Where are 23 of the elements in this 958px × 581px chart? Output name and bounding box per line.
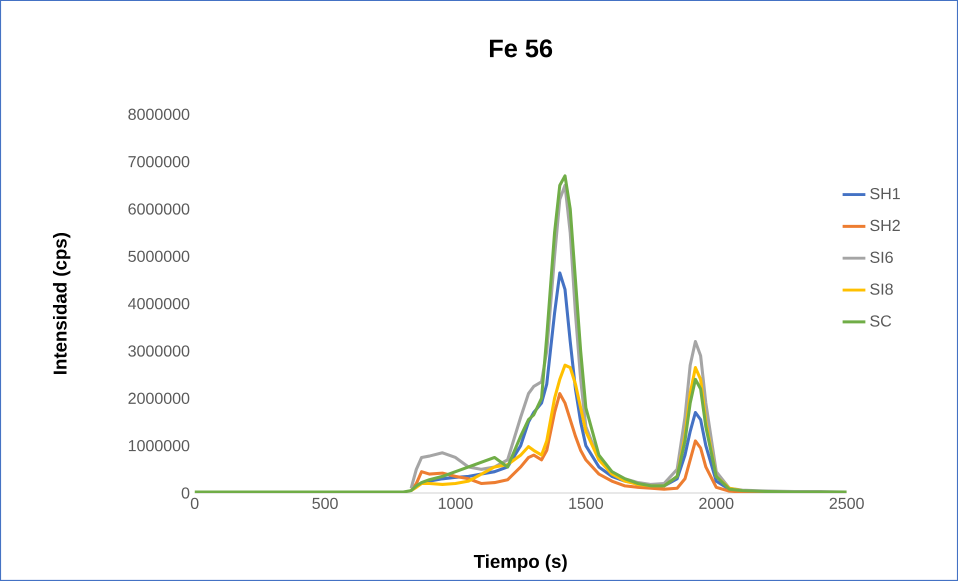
- y-tick-label: 4000000: [128, 298, 190, 310]
- legend-label: SH1: [870, 188, 900, 200]
- y-axis-title: Intensidad (cps): [52, 233, 70, 374]
- x-tick-label: 1500: [569, 498, 604, 510]
- x-axis-title: Tiempo (s): [474, 554, 567, 572]
- y-tick-label: 1000000: [128, 440, 190, 452]
- legend-label: SH2: [870, 220, 900, 232]
- legend-label: SI8: [870, 283, 893, 295]
- y-tick-label: 8000000: [128, 108, 190, 120]
- y-tick-label: 7000000: [128, 156, 190, 168]
- x-tick-label: 1000: [438, 498, 473, 510]
- y-tick-label: 3000000: [128, 345, 190, 357]
- x-tick-label: 2500: [830, 498, 864, 510]
- chart-title: Fe 56: [490, 39, 552, 58]
- x-tick-label: 500: [312, 498, 338, 510]
- y-tick-label: 0: [182, 487, 190, 499]
- y-tick-label: 5000000: [128, 250, 190, 262]
- legend-label: SC: [870, 315, 892, 327]
- y-tick-label: 2000000: [128, 392, 190, 404]
- x-tick-label: 0: [190, 498, 199, 510]
- legend-label: SI6: [870, 252, 893, 263]
- y-tick-label: 6000000: [128, 203, 190, 215]
- x-tick-label: 2000: [699, 498, 734, 510]
